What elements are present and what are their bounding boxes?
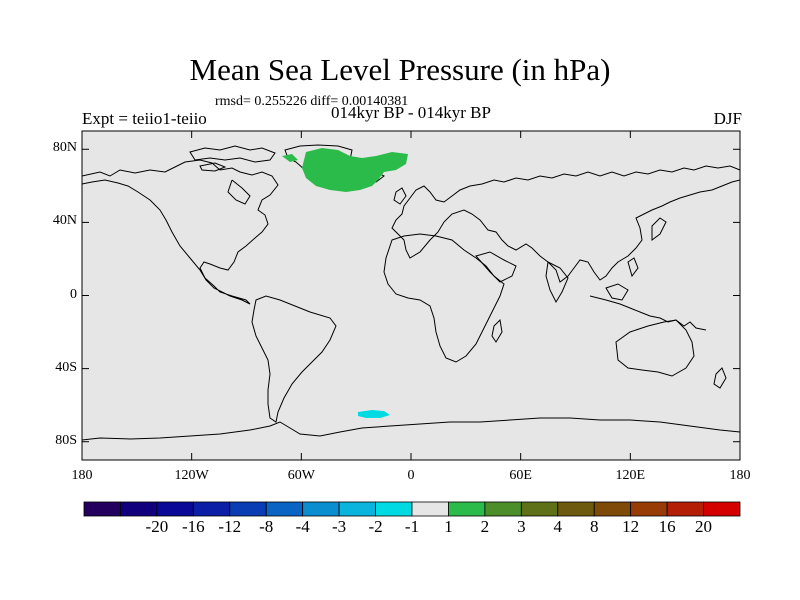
- colorbar-swatch: [338, 501, 376, 517]
- colorbar-swatch: [448, 501, 486, 517]
- colorbar-swatch: [520, 501, 559, 517]
- colorbar-label: 4: [553, 517, 563, 536]
- coastlines: [81, 144, 741, 441]
- colorbar-swatch: [557, 501, 595, 517]
- colorbar-label: 3: [517, 517, 526, 536]
- colorbar-label: -1: [404, 517, 420, 536]
- colorbar-swatch: [265, 501, 304, 517]
- coastline-south-america: [251, 295, 337, 423]
- colorbar-label: -4: [295, 517, 310, 536]
- coastline-hudson-bay: [227, 179, 251, 205]
- lon-tick-label: 0: [407, 468, 415, 483]
- colorbar-label: -2: [368, 517, 383, 536]
- colorbar: [83, 501, 741, 517]
- lon-tick-label: 180: [71, 468, 93, 483]
- lat-tick-label: 80N: [52, 140, 77, 156]
- experiment-label: Expt = teiio1-teiio: [82, 109, 207, 128]
- colorbar-label: 2: [480, 517, 490, 536]
- colorbar-label: 12: [622, 517, 640, 536]
- coastline-madagascar: [491, 318, 503, 343]
- coastline-japan: [651, 217, 667, 241]
- colorbar-swatch: [484, 501, 522, 517]
- colorbar-label: 8: [589, 517, 599, 536]
- lon-tick-label: 60E: [509, 468, 532, 483]
- colorbar-label: 1: [444, 517, 453, 536]
- colorbar-swatch: [411, 501, 449, 517]
- coastline-eurasia: [391, 165, 741, 283]
- colorbar-label: -3: [332, 517, 347, 536]
- coastline-borneo: [605, 283, 629, 301]
- coastline-arctic-islands-2: [199, 162, 227, 172]
- lon-tick-label: 180: [729, 468, 751, 483]
- anomaly-layer: [282, 148, 408, 418]
- figure-title: Mean Sea Level Pressure (in hPa): [189, 52, 611, 87]
- colorbar-swatch: [156, 501, 194, 517]
- season-label: DJF: [713, 109, 742, 128]
- coastline-british-isles: [393, 187, 407, 205]
- longitude-ticks: [81, 131, 741, 460]
- coastline-philippines: [627, 257, 639, 278]
- coastline-antarctica: [81, 417, 741, 441]
- coastline-new-zealand: [713, 367, 727, 389]
- colorbar-swatch: [666, 501, 704, 517]
- lat-tick-label: 80S: [55, 432, 77, 448]
- colorbar-label: -16: [181, 517, 205, 536]
- coastline-arabia: [475, 251, 517, 283]
- colorbar-swatch: [302, 501, 340, 517]
- coastline-africa: [383, 233, 505, 363]
- colorbar-label: -8: [259, 517, 274, 536]
- north-atlantic-positive-anomaly: [302, 148, 408, 192]
- lon-tick-label: 120W: [174, 468, 209, 483]
- coastline-north-america: [81, 159, 279, 305]
- colorbar-swatch: [703, 501, 741, 517]
- map-background: [81, 130, 741, 461]
- lat-tick-label: 40S: [55, 359, 77, 375]
- lon-tick-label: 120E: [615, 468, 646, 483]
- colorbar-swatch: [120, 501, 158, 517]
- colorbar-label: -20: [145, 517, 169, 536]
- southern-ocean-negative-anomaly: [358, 410, 390, 418]
- colorbar-swatch: [83, 501, 121, 517]
- colorbar-label: -12: [218, 517, 242, 536]
- lat-tick-label: 40N: [52, 213, 77, 229]
- lon-tick-label: 60W: [287, 468, 315, 483]
- colorbar-label: 16: [658, 517, 676, 536]
- stats-subtitle: rmsd= 0.255226 diff= 0.00140381: [215, 94, 409, 109]
- period-label: 014kyr BP - 014kyr BP: [331, 103, 491, 122]
- latitude-ticks: [82, 148, 740, 443]
- coastline-arctic-islands: [189, 145, 276, 163]
- coastline-india: [545, 261, 569, 304]
- greenland-arm-positive-anomaly: [282, 154, 298, 162]
- colorbar-swatch: [630, 501, 668, 517]
- colorbar-label: 20: [695, 517, 713, 536]
- coastline-indonesia: [589, 295, 707, 331]
- colorbar-swatch: [229, 501, 267, 517]
- colorbar-swatch: [192, 501, 231, 517]
- coastline-australia: [615, 319, 695, 377]
- colorbar-swatch: [375, 501, 413, 517]
- lat-tick-label: 0: [70, 286, 77, 302]
- colorbar-swatch: [593, 501, 632, 517]
